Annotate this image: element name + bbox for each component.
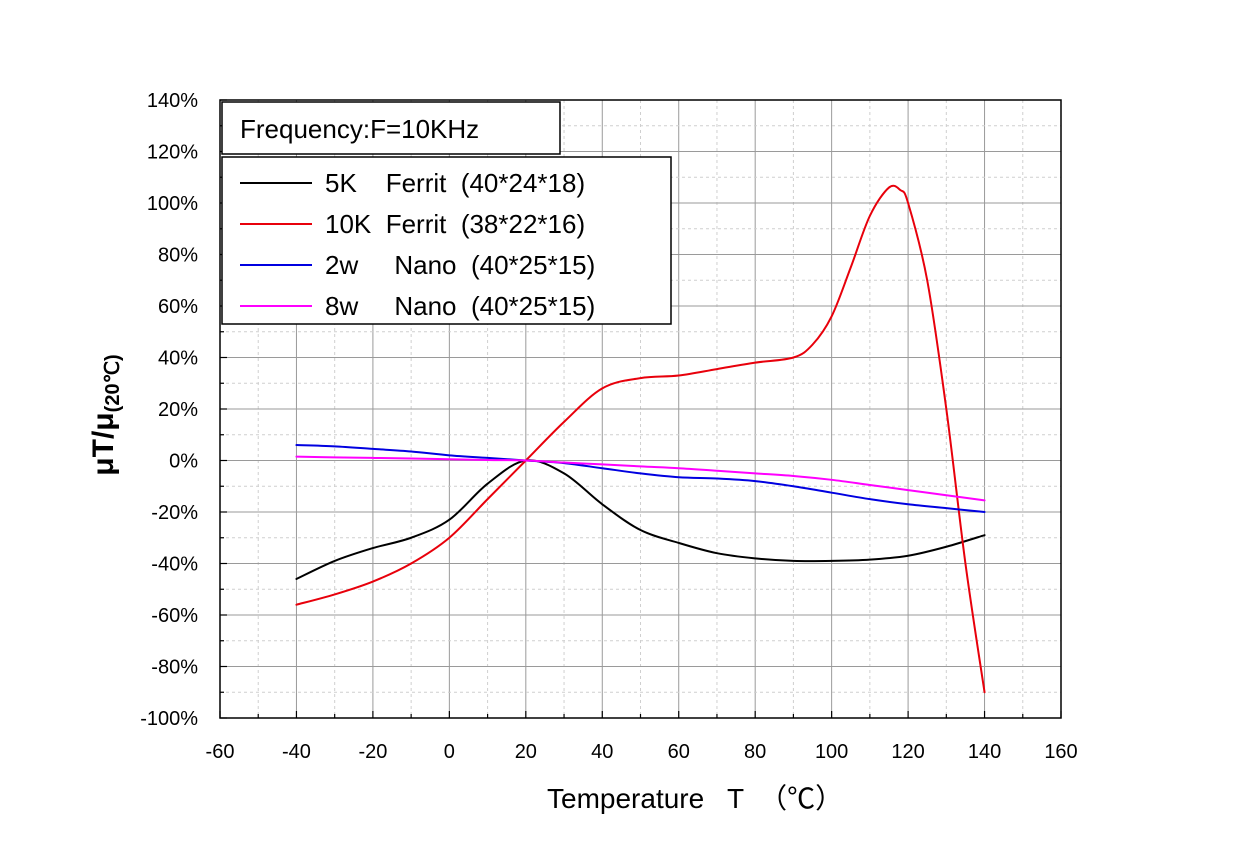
y-tick-label: -60%: [151, 605, 198, 627]
x-tick-label: 20: [515, 741, 537, 763]
annotation-text: Frequency:F=10KHz: [240, 114, 479, 144]
y-tick-label: -80%: [151, 657, 198, 679]
legend-item-2w-nano-label: 2w Nano (40*25*15): [325, 250, 595, 280]
series-line-10k-ferrit: [295, 184, 986, 694]
svg-text:μT/μ(20℃): μT/μ(20℃): [87, 354, 124, 475]
x-tick-label: 60: [668, 741, 690, 763]
x-tick-label: 100: [815, 741, 848, 763]
x-tick-labels: -60 -40 -20 0 20 40 60 80 100 120 140 160: [206, 741, 1078, 763]
y-tick-label: 60%: [158, 296, 198, 318]
x-tick-label: 0: [444, 741, 455, 763]
series-layer: [295, 184, 986, 694]
y-tick-label: 100%: [147, 193, 198, 215]
y-tick-label: 40%: [158, 348, 198, 370]
y-tick-label: -100%: [140, 708, 198, 730]
x-axis-title: Temperature T （℃）: [547, 783, 843, 814]
x-tick-label: -60: [206, 741, 235, 763]
y-tick-label: 20%: [158, 399, 198, 421]
y-axis-title: μT/μ(20℃): [87, 354, 124, 475]
y-tick-label: -40%: [151, 554, 198, 576]
y-tick-label: 140%: [147, 90, 198, 112]
legend-item-8w-nano-label: 8w Nano (40*25*15): [325, 291, 595, 321]
x-tick-label: 120: [891, 741, 924, 763]
y-tick-labels: -100% -80% -60% -40% -20% 0% 20% 40% 60% 80% 100% 1…: [140, 90, 198, 730]
x-tick-label: 40: [591, 741, 613, 763]
legend: 5K Ferrit (40*24*18) 10K Ferrit (38*22*16…: [221, 156, 672, 325]
x-tick-label: -20: [358, 741, 387, 763]
x-tick-label: 80: [744, 741, 766, 763]
x-tick-label: 140: [968, 741, 1001, 763]
x-tick-label: 160: [1044, 741, 1077, 763]
y-tick-label: 0%: [169, 451, 198, 473]
legend-box: [221, 156, 672, 325]
y-tick-label: 80%: [158, 245, 198, 267]
y-tick-label: 120%: [147, 142, 198, 164]
y-tick-label: -20%: [151, 502, 198, 524]
annotation-box: [221, 101, 561, 155]
series-line-2w-nano: [295, 444, 986, 513]
y-axis-title-sub: (20℃): [102, 354, 124, 412]
legend-item-5k-ferrit-label: 5K Ferrit (40*24*18): [325, 168, 585, 198]
y-axis-title-main: μT/μ: [87, 412, 120, 475]
legend-item-10k-ferrit-label: 10K Ferrit (38*22*16): [325, 209, 585, 239]
series-line-5k-ferrit: [295, 459, 986, 580]
series-line-8w-nano: [295, 455, 986, 502]
x-tick-label: -40: [282, 741, 311, 763]
